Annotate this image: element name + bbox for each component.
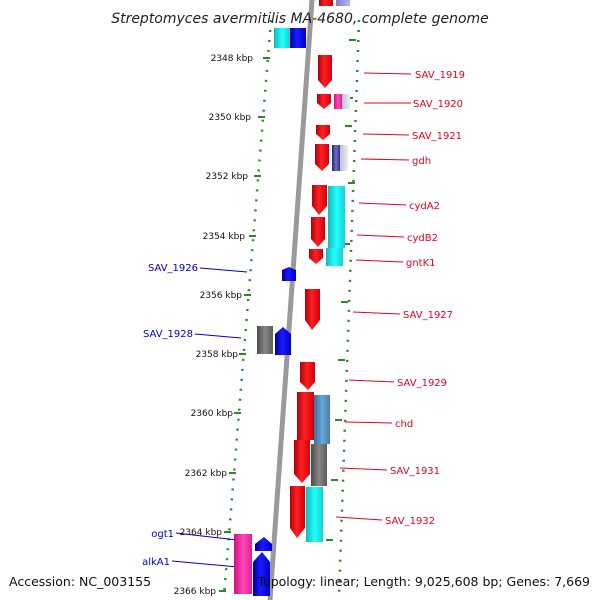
track-dots	[222, 19, 361, 597]
gene-label-sav1931[interactable]: SAV_1931	[390, 466, 440, 477]
kbp-label: 2362 kbp	[185, 469, 228, 479]
kbp-label: 2354 kbp	[203, 232, 246, 242]
kbp-label: 2360 kbp	[191, 409, 234, 419]
gene-label-chd[interactable]: chd	[395, 419, 413, 430]
gene-label-sav1919[interactable]: SAV_1919	[415, 70, 465, 81]
gene-label-sav1929[interactable]: SAV_1929	[397, 378, 447, 389]
reverse-gene-labels: SAV_1926 SAV_1928 ogt1 alkA1	[142, 263, 198, 568]
scale-labels: 2348 kbp 2350 kbp 2352 kbp 2354 kbp 2356…	[174, 54, 254, 597]
gene-label-ogt1[interactable]: ogt1	[151, 529, 174, 540]
kbp-label: 2356 kbp	[200, 291, 243, 301]
page-title: Streptomyces avermitilis MA-4680, comple…	[111, 11, 489, 27]
gene-label-sav1920[interactable]: SAV_1920	[413, 99, 463, 110]
leader-lines	[171, 72, 412, 568]
genome-axis	[267, 0, 315, 600]
features-right	[290, 0, 350, 542]
gene-label-sav1932[interactable]: SAV_1932	[385, 516, 435, 527]
kbp-label: 2366 kbp	[174, 587, 217, 597]
track-ticks	[219, 39, 356, 592]
gene-label-gdh[interactable]: gdh	[412, 156, 431, 167]
kbp-label: 2348 kbp	[211, 54, 254, 64]
gene-label-sav1927[interactable]: SAV_1927	[403, 310, 453, 321]
gene-label-sav1921[interactable]: SAV_1921	[412, 131, 462, 142]
accession-label: Accession: NC_003155	[9, 574, 151, 589]
kbp-label: 2364 kbp	[180, 528, 223, 538]
gene-label-cyda2[interactable]: cydA2	[409, 201, 440, 212]
features-left	[234, 28, 306, 596]
kbp-label: 2350 kbp	[209, 113, 252, 123]
gene-label-sav1928[interactable]: SAV_1928	[143, 329, 193, 340]
gene-label-alka1[interactable]: alkA1	[142, 557, 170, 568]
forward-gene-labels: SAV_1919 SAV_1920 SAV_1921 gdh cydA2 cyd…	[385, 70, 465, 527]
gene-label-cydb2[interactable]: cydB2	[407, 233, 438, 244]
gene-label-gntk1[interactable]: gntK1	[406, 258, 436, 269]
kbp-label: 2358 kbp	[196, 350, 239, 360]
gene-label-sav1926[interactable]: SAV_1926	[148, 263, 198, 274]
genome-stats: Topology: linear; Length: 9,025,608 bp; …	[257, 574, 590, 589]
kbp-label: 2352 kbp	[206, 172, 249, 182]
